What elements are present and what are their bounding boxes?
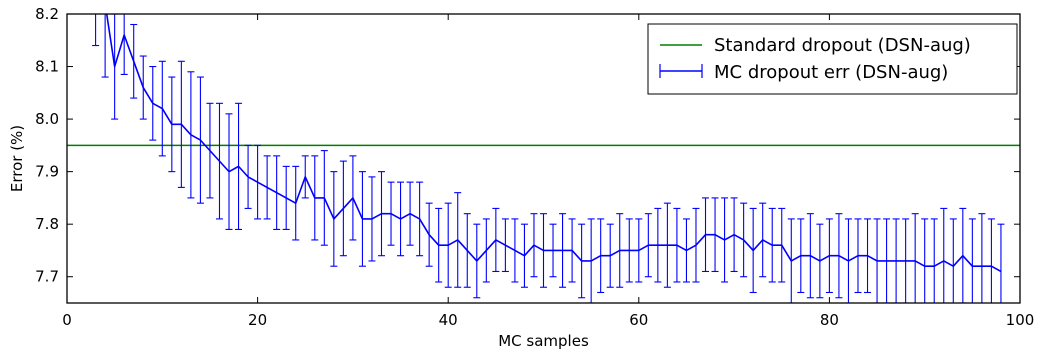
y-tick-label: 8.0 — [35, 110, 59, 128]
x-tick-label: 40 — [439, 311, 458, 329]
y-axis-label: Error (%) — [8, 125, 26, 192]
y-tick-label: 7.9 — [35, 163, 59, 181]
x-tick-label: 20 — [248, 311, 267, 329]
error-bar — [997, 223, 1005, 303]
legend-label-standard-dropout: Standard dropout (DSN-aug) — [714, 35, 971, 56]
x-axis-label: MC samples — [498, 332, 589, 350]
error-bar — [101, 14, 109, 78]
y-tick-label: 7.8 — [35, 215, 59, 233]
plot-area — [67, 14, 1020, 303]
axis-ticks: 0 20 40 60 80 100 7.7 7.8 7.9 8.0 8.1 8.2 — [35, 5, 1034, 329]
mc-dropout-line — [105, 14, 1002, 273]
legend-label-mc-dropout: MC dropout err (DSN-aug) — [714, 62, 948, 83]
legend-swatch-mc-dropout — [659, 64, 703, 78]
x-tick-label: 60 — [629, 311, 648, 329]
plot-frame — [66, 13, 1021, 304]
x-tick-label: 0 — [62, 311, 72, 329]
legend: Standard dropout (DSN-aug) MC dropout er… — [647, 23, 1018, 95]
y-tick-label: 8.1 — [35, 58, 59, 76]
x-tick-label: 80 — [820, 311, 839, 329]
x-tick-label: 100 — [1006, 311, 1035, 329]
error-bar — [92, 14, 100, 47]
y-tick-label: 7.7 — [35, 268, 59, 286]
legend-box — [647, 23, 1018, 95]
y-tick-label: 8.2 — [35, 5, 59, 23]
